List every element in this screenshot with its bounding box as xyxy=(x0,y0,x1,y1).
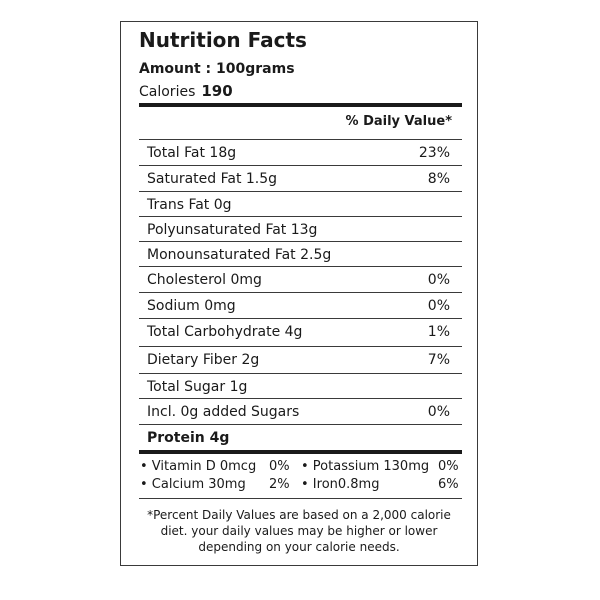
divider xyxy=(139,216,462,217)
nutrient-name: Protein 4g xyxy=(147,430,230,446)
nutrition-label xyxy=(120,21,478,566)
divider xyxy=(139,318,462,319)
divider xyxy=(139,498,462,499)
nutrient-row-added-sugars: Incl. 0g added Sugars 0% xyxy=(139,399,462,424)
nutrient-name: Total Sugar 1g xyxy=(147,379,248,395)
nutrient-row-dietary-fiber: Dietary Fiber 2g 7% xyxy=(139,347,462,372)
daily-value-header: % Daily Value* xyxy=(345,114,452,129)
divider xyxy=(139,346,462,347)
divider xyxy=(139,373,462,374)
thick-divider xyxy=(139,103,462,107)
potassium-percent: 0% xyxy=(438,459,459,474)
nutrient-name: Incl. 0g added Sugars xyxy=(147,404,300,420)
divider xyxy=(139,165,462,166)
nutrient-name: Dietary Fiber 2g xyxy=(147,352,260,368)
serving-amount: Amount : 100grams xyxy=(139,61,295,77)
vitamin-d-name: • Vitamin D 0mcg xyxy=(140,459,257,474)
divider xyxy=(139,398,462,399)
footnote: *Percent Daily Values are based on a 2,0… xyxy=(147,508,451,554)
nutrient-name: Trans Fat 0g xyxy=(147,197,232,213)
nutrient-row-protein: Protein 4g xyxy=(139,425,462,450)
nutrient-row-total-carbohydrate: Total Carbohydrate 4g 1% xyxy=(139,319,462,344)
divider xyxy=(139,292,462,293)
nutrient-row-saturated-fat: Saturated Fat 1.5g 8% xyxy=(139,166,462,191)
nutrient-row-monounsaturated-fat: Monounsaturated Fat 2.5g xyxy=(139,242,462,267)
divider xyxy=(139,241,462,242)
iron-name: • Iron0.8mg xyxy=(301,477,380,492)
nutrient-name: Sodium 0mg xyxy=(147,298,236,314)
calcium-name: • Calcium 30mg xyxy=(140,477,246,492)
vitamin-d-percent: 0% xyxy=(269,459,290,474)
divider xyxy=(139,139,462,140)
nutrient-name: Monounsaturated Fat 2.5g xyxy=(147,247,332,263)
nutrient-name: Cholesterol 0mg xyxy=(147,272,262,288)
calories-line: Calories 190 xyxy=(139,82,233,100)
divider xyxy=(139,266,462,267)
nutrient-percent: 8% xyxy=(427,171,450,187)
nutrient-name: Saturated Fat 1.5g xyxy=(147,171,278,187)
nutrient-row-trans-fat: Trans Fat 0g xyxy=(139,192,462,217)
calories-label: Calories xyxy=(139,84,196,100)
nutrient-percent: 0% xyxy=(427,272,450,288)
iron-percent: 6% xyxy=(438,477,459,492)
thick-divider xyxy=(139,450,462,454)
label-title: Nutrition Facts xyxy=(139,28,307,52)
nutrient-row-sodium: Sodium 0mg 0% xyxy=(139,293,462,318)
potassium-name: • Potassium 130mg xyxy=(301,459,430,474)
divider xyxy=(139,191,462,192)
nutrient-percent: 0% xyxy=(427,298,450,314)
nutrient-row-polyunsaturated-fat: Polyunsaturated Fat 13g xyxy=(139,217,462,242)
nutrient-percent: 1% xyxy=(427,324,450,340)
nutrient-row-total-fat: Total Fat 18g 23% xyxy=(139,140,462,165)
nutrient-name: Total Carbohydrate 4g xyxy=(147,324,303,340)
divider xyxy=(139,424,462,425)
nutrient-percent: 23% xyxy=(418,145,450,161)
nutrient-row-total-sugar: Total Sugar 1g xyxy=(139,374,462,399)
calcium-percent: 2% xyxy=(269,477,290,492)
nutrient-name: Polyunsaturated Fat 13g xyxy=(147,222,318,238)
calories-value: 190 xyxy=(201,82,233,100)
nutrient-row-cholesterol: Cholesterol 0mg 0% xyxy=(139,267,462,292)
nutrient-percent: 0% xyxy=(427,404,450,420)
nutrient-percent: 7% xyxy=(427,352,450,368)
nutrient-name: Total Fat 18g xyxy=(147,145,237,161)
